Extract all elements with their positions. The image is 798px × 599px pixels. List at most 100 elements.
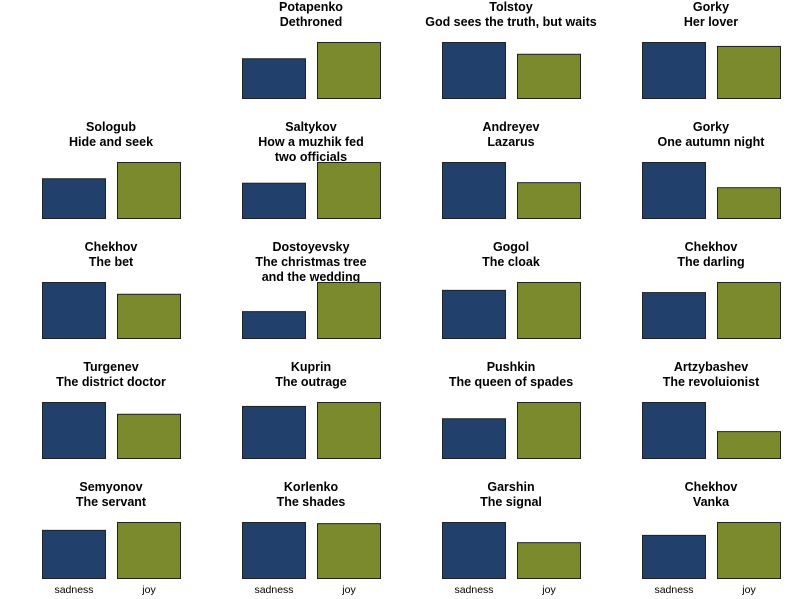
panel-story-label: Her lover bbox=[684, 15, 738, 29]
x-tick-label-sadness: sadness bbox=[254, 584, 293, 596]
bar-joy bbox=[717, 187, 781, 219]
panel-story-label: The christmas tree bbox=[255, 255, 366, 269]
panel-story-label: Vanka bbox=[693, 495, 730, 509]
bar-sadness bbox=[642, 162, 706, 219]
bar-sadness bbox=[642, 292, 706, 339]
panel-story-label: The outrage bbox=[275, 375, 347, 389]
panel-author-label: Chekhov bbox=[685, 480, 738, 494]
panel-author-label: Potapenko bbox=[279, 0, 343, 14]
bar-joy bbox=[717, 282, 781, 339]
bar-joy bbox=[317, 42, 381, 99]
bar-sadness bbox=[442, 162, 506, 219]
bar-sadness bbox=[442, 289, 506, 339]
panel-author-label: Gorky bbox=[693, 0, 729, 14]
panel-story-label: God sees the truth, but waits bbox=[425, 15, 597, 29]
panel-story-label: Hide and seek bbox=[69, 135, 153, 149]
bar-joy bbox=[317, 523, 381, 579]
bar-joy bbox=[517, 182, 581, 220]
panel-author-label: Gorky bbox=[693, 120, 729, 134]
panel-author-label: Andreyev bbox=[483, 120, 540, 134]
panel-author-label: Chekhov bbox=[85, 240, 138, 254]
panel-story-label: The signal bbox=[480, 495, 542, 509]
panel-author-label: Dostoyevsky bbox=[272, 240, 349, 254]
bar-sadness bbox=[242, 182, 306, 219]
bar-joy bbox=[517, 282, 581, 339]
panel-story-label: The servant bbox=[76, 495, 147, 509]
panel-author-label: Gogol bbox=[493, 240, 529, 254]
x-tick-label-joy: joy bbox=[341, 584, 356, 596]
panel-story-label: The cloak bbox=[482, 255, 540, 269]
bar-sadness bbox=[242, 405, 306, 460]
panel-author-label: Turgenev bbox=[83, 360, 138, 374]
panel-story-label: Dethroned bbox=[280, 15, 343, 29]
bar-sadness bbox=[42, 282, 106, 339]
bar-joy bbox=[517, 53, 581, 99]
bar-sadness bbox=[642, 402, 706, 459]
bar-joy bbox=[717, 45, 781, 99]
panel-story-label: and the wedding bbox=[262, 270, 361, 284]
panel-author-label: Tolstoy bbox=[489, 0, 533, 14]
bar-joy bbox=[117, 522, 181, 579]
x-tick-label-joy: joy bbox=[141, 584, 156, 596]
x-tick-label-sadness: sadness bbox=[654, 584, 693, 596]
bar-sadness bbox=[242, 311, 306, 339]
bar-joy bbox=[517, 402, 581, 459]
bar-sadness bbox=[242, 58, 306, 99]
bar-joy bbox=[117, 413, 181, 460]
panel-story-label: How a muzhik fed bbox=[258, 135, 364, 149]
panel-author-label: Semyonov bbox=[79, 480, 142, 494]
panel-story-label: The revoluionist bbox=[663, 375, 760, 389]
panel-story-label: The darling bbox=[677, 255, 744, 269]
panel-author-label: Garshin bbox=[487, 480, 534, 494]
panel-author-label: Artzybashev bbox=[674, 360, 748, 374]
x-tick-label-joy: joy bbox=[741, 584, 756, 596]
bar-sadness bbox=[42, 178, 106, 220]
panel-author-label: Kuprin bbox=[291, 360, 331, 374]
bar-joy bbox=[517, 542, 581, 579]
bar-sadness bbox=[442, 42, 506, 99]
bar-joy bbox=[117, 293, 181, 340]
panel-author-label: Korlenko bbox=[284, 480, 339, 494]
panel-author-label: Saltykov bbox=[285, 120, 336, 134]
panel-author-label: Pushkin bbox=[487, 360, 536, 374]
bar-joy bbox=[317, 282, 381, 339]
panel-story-label: The shades bbox=[277, 495, 346, 509]
panel-story-label: Lazarus bbox=[487, 135, 534, 149]
panel-story-label: The bet bbox=[89, 255, 134, 269]
bar-sadness bbox=[642, 534, 706, 580]
bar-sadness bbox=[42, 529, 106, 580]
x-tick-label-sadness: sadness bbox=[54, 584, 93, 596]
panel-story-label: two officials bbox=[275, 150, 347, 164]
bar-joy bbox=[717, 431, 781, 459]
bar-sadness bbox=[442, 522, 506, 579]
bar-joy bbox=[717, 522, 781, 579]
bar-joy bbox=[317, 402, 381, 459]
panel-story-label: One autumn night bbox=[658, 135, 766, 149]
bar-sadness bbox=[42, 402, 106, 459]
bar-joy bbox=[117, 162, 181, 219]
panel-author-label: Sologub bbox=[86, 120, 136, 134]
bar-sadness bbox=[642, 42, 706, 99]
panel-story-label: The queen of spades bbox=[449, 375, 573, 389]
panel-story-label: The district doctor bbox=[56, 375, 166, 389]
